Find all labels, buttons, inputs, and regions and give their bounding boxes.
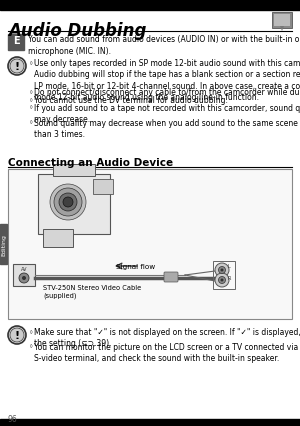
Bar	[53, 164, 95, 177]
FancyBboxPatch shape	[274, 15, 290, 27]
Text: L: L	[228, 263, 231, 268]
Circle shape	[63, 198, 73, 207]
Text: ◦: ◦	[29, 118, 34, 127]
Text: You can monitor the picture on the LCD screen or a TV connected via the
S-video : You can monitor the picture on the LCD s…	[34, 342, 300, 363]
Polygon shape	[280, 27, 284, 32]
Text: Sound quality may decrease when you add sound to the same scene for more
than 3 : Sound quality may decrease when you add …	[34, 118, 300, 139]
Bar	[93, 180, 113, 195]
Circle shape	[220, 269, 224, 272]
Bar	[43, 230, 73, 248]
Circle shape	[8, 58, 26, 76]
Text: ◦: ◦	[29, 342, 34, 351]
Text: Editing: Editing	[1, 233, 6, 255]
Bar	[8, 170, 292, 319]
Text: Audio Dubbing: Audio Dubbing	[8, 22, 146, 40]
Text: R: R	[228, 275, 231, 280]
Bar	[38, 175, 110, 234]
Text: STV-250N Stereo Video Cable
(supplied): STV-250N Stereo Video Cable (supplied)	[43, 284, 141, 298]
FancyBboxPatch shape	[164, 272, 178, 282]
Text: COPY: COPY	[76, 212, 254, 307]
Circle shape	[10, 60, 24, 74]
Text: Do not connect/disconnect any cable to/from the camcorder while dubbing.: Do not connect/disconnect any cable to/f…	[34, 88, 300, 97]
Circle shape	[218, 277, 226, 284]
Text: Signal flow: Signal flow	[116, 263, 155, 269]
Text: ◦: ◦	[29, 96, 34, 105]
Circle shape	[10, 328, 24, 342]
Text: AV: AV	[21, 266, 27, 271]
Circle shape	[215, 263, 229, 277]
Text: ◦: ◦	[29, 327, 34, 336]
Bar	[8, 35, 24, 51]
Text: 96: 96	[8, 414, 18, 423]
Text: If you add sound to a tape not recorded with this camcorder, sound quality
may d: If you add sound to a tape not recorded …	[34, 104, 300, 124]
Bar	[0, 419, 300, 426]
Circle shape	[22, 276, 26, 280]
Text: You can add sound from audio devices (AUDIO IN) or with the built-in or an exter: You can add sound from audio devices (AU…	[28, 35, 300, 56]
Circle shape	[218, 267, 226, 274]
FancyBboxPatch shape	[272, 13, 292, 29]
Text: You cannot use the DV terminal for audio dubbing.: You cannot use the DV terminal for audio…	[34, 96, 228, 105]
Circle shape	[50, 184, 86, 221]
Text: ◦: ◦	[29, 104, 34, 112]
Circle shape	[54, 189, 82, 216]
Bar	[0, 225, 7, 265]
Text: Make sure that "✓" is not displayed on the screen. If "✓" is displayed, change
t: Make sure that "✓" is not displayed on t…	[34, 327, 300, 348]
Text: ◦: ◦	[29, 59, 34, 68]
Circle shape	[19, 273, 29, 283]
Text: !: !	[14, 330, 20, 340]
Text: ◦: ◦	[29, 88, 34, 97]
Circle shape	[8, 326, 26, 344]
Circle shape	[215, 273, 229, 287]
Text: Connecting an Audio Device: Connecting an Audio Device	[8, 158, 173, 167]
Text: !: !	[14, 62, 20, 72]
Bar	[213, 262, 235, 289]
Bar	[0, 0, 300, 11]
Text: Use only tapes recorded in SP mode 12-bit audio sound with this camcorder.
Audio: Use only tapes recorded in SP mode 12-bi…	[34, 59, 300, 102]
Circle shape	[220, 279, 224, 282]
Text: E: E	[13, 36, 19, 46]
Circle shape	[59, 193, 77, 211]
Bar	[13, 265, 35, 286]
